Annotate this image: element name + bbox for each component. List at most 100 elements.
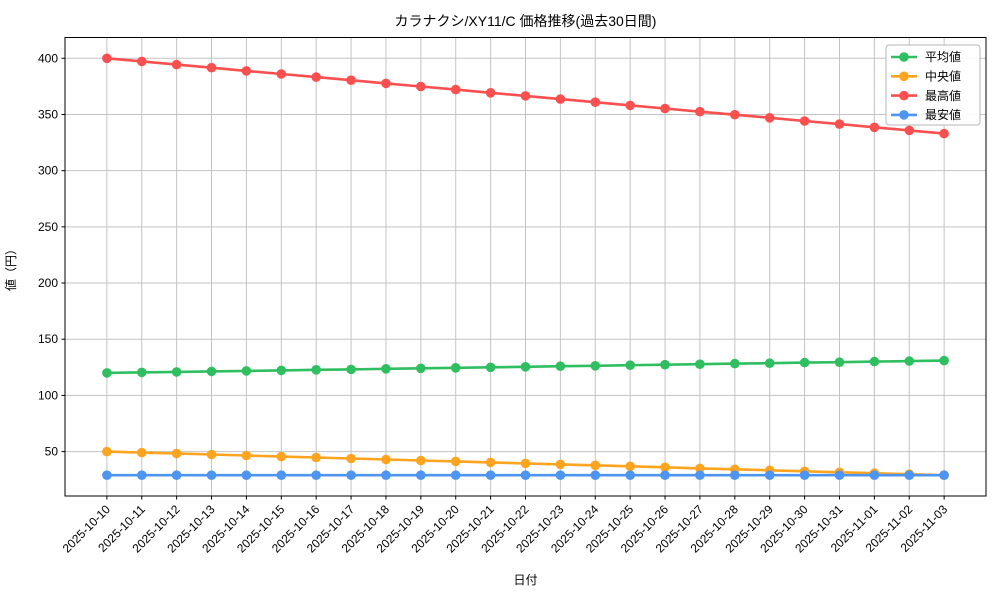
legend-item-max: 最高値 [891,88,961,103]
series-max-point [346,75,356,85]
series-average-point [730,358,740,369]
series-average-point [520,362,531,372]
series-median-point [450,456,461,467]
series-min-point [660,470,670,481]
series-median-point [520,458,531,469]
series-average-point [137,367,147,378]
series-median-point [137,447,147,458]
legend-item-median: 中央値 [891,69,961,84]
series-median-point [660,462,670,473]
series-median-point [311,452,322,463]
series-average-point [485,362,496,373]
series-average-point [555,361,566,372]
series-median-point [346,453,356,464]
series-median-point [695,463,705,474]
series-max-point [869,122,880,133]
series-average-point [206,366,217,377]
series-max-point [171,59,182,70]
legend-swatch-marker [899,52,909,62]
series-average [102,355,949,378]
series-average-point [346,364,356,375]
series-median-point [381,454,391,465]
series-min [102,470,949,481]
series-max-point [416,81,426,92]
series-min-point [416,470,426,481]
series-median-point [590,460,601,471]
series-max-point [764,113,775,123]
series-median-point [171,448,182,459]
legend-item-min: 最安値 [891,107,961,122]
series-max-point [555,94,566,104]
series-max-point [834,119,845,129]
y-tick-label: 150 [38,332,58,346]
series-min-point [939,470,949,481]
series-min-point [276,470,287,481]
series-max-point [102,53,112,64]
series-median-point [485,457,496,468]
series-average-point [834,357,845,368]
series-average-point [241,366,252,376]
series-median-point [625,461,635,472]
series-average-point [171,367,182,377]
y-tick-label: 200 [38,276,58,290]
series-max-point [660,103,670,114]
series-min-point [834,470,845,481]
series-average-point [869,356,880,367]
series-max [102,53,949,139]
series-max-point [485,88,496,98]
series-max-point [695,106,705,117]
y-tick-label: 350 [38,107,58,121]
series-max-point [904,125,915,136]
series-median-point [102,446,112,457]
series-min-point [625,470,635,481]
series-max-point [381,78,391,89]
series-average-point [590,361,601,371]
series-max-point [939,128,949,139]
plot-area: 501001502002503003504002025-10-102025-10… [38,37,987,556]
legend-box [885,44,981,126]
series-min-point [485,470,496,481]
series-max-point [520,91,531,101]
series-max-point [206,62,217,73]
series-min-point [904,470,915,481]
y-axis-label: 値（円） [3,243,18,291]
series-min-point [450,470,461,481]
series-min-point [730,470,740,481]
series-max-point [625,100,635,111]
series-min-point [311,470,322,481]
series-max-point [276,69,287,79]
series-average-point [799,357,810,368]
series-min-point [206,470,217,481]
y-tick-label: 250 [38,220,58,234]
series-min-point [346,470,356,481]
series-median-point [241,450,252,461]
series-average-point [904,356,915,366]
series-average-point [695,359,705,370]
series-max-point [137,56,147,67]
legend-label: 最安値 [925,107,961,122]
series-min-point [555,470,566,481]
legend-swatch-marker [899,71,909,82]
series-min-point [102,470,112,481]
series-min-point [381,470,391,481]
series-min-point [799,470,810,481]
grid [65,37,986,496]
series-max-point [799,116,810,126]
chart-title: カラナクシ/XY11/C 価格推移(過去30日間) [395,13,657,29]
series-median-point [206,449,217,460]
series-average-point [381,364,391,374]
series-median-point [276,451,287,462]
series-average-point [450,363,461,373]
ticks [61,57,945,500]
series-min-point [590,470,601,481]
series-average-point [276,365,287,376]
series-min-point [520,470,531,481]
legend-label: 最高値 [925,88,961,103]
series-min-point [137,470,147,481]
series-median-point [416,455,426,466]
series-average-point [764,358,775,369]
series-max-point [590,97,601,107]
